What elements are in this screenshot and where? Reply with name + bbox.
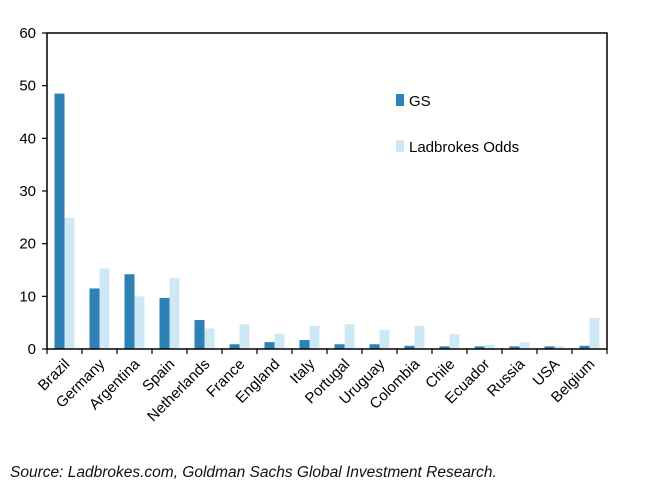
bars xyxy=(54,93,600,349)
bar-gs-chile xyxy=(439,346,450,349)
bar-ladbrokes-argentina xyxy=(134,296,145,349)
y-tick-label: 10 xyxy=(19,288,36,305)
bar-ladbrokes-chile xyxy=(449,334,460,349)
x-tick-label: Russia xyxy=(484,355,529,400)
bar-ladbrokes-ecuador xyxy=(484,344,495,349)
bar-ladbrokes-uruguay xyxy=(379,330,390,349)
y-tick-label: 20 xyxy=(19,236,36,253)
bar-gs-italy xyxy=(299,340,310,349)
bar-ladbrokes-italy xyxy=(309,325,320,349)
y-tick-label: 0 xyxy=(28,341,36,358)
y-axis-tick-labels: 0 10 20 30 40 50 60 xyxy=(19,25,36,358)
bar-ladbrokes-netherlands xyxy=(204,328,215,349)
bar-gs-france xyxy=(229,344,240,349)
legend-swatch-gs xyxy=(396,94,404,106)
y-tick-label: 30 xyxy=(19,183,36,200)
bar-ladbrokes-usa xyxy=(554,346,565,349)
bar-gs-brazil xyxy=(54,93,65,349)
legend-swatch-ladbrokes xyxy=(396,140,404,152)
bar-gs-england xyxy=(264,342,275,349)
bar-gs-spain xyxy=(159,297,170,349)
bar-chart: 0 10 20 30 40 50 60 BrazilGermanyArgentinaSpai… xyxy=(19,25,608,425)
bar-ladbrokes-england xyxy=(274,333,285,349)
legend-label-gs: GS xyxy=(409,93,431,110)
bar-gs-portugal xyxy=(334,344,345,349)
bar-ladbrokes-spain xyxy=(169,277,180,349)
y-axis-ticks xyxy=(42,32,47,350)
bar-ladbrokes-portugal xyxy=(344,324,355,349)
bar-ladbrokes-germany xyxy=(99,268,110,349)
source-note: Source: Ladbrokes.com, Goldman Sachs Glo… xyxy=(10,464,497,481)
bar-gs-colombia xyxy=(404,345,415,349)
bar-gs-argentina xyxy=(124,274,135,349)
legend-label-ladbrokes: Ladbrokes Odds xyxy=(409,139,519,156)
bar-ladbrokes-russia xyxy=(519,342,530,349)
bar-gs-ecuador xyxy=(474,346,485,349)
bar-ladbrokes-france xyxy=(239,324,250,349)
bar-ladbrokes-brazil xyxy=(64,217,75,349)
bar-gs-netherlands xyxy=(194,320,205,349)
legend: GS Ladbrokes Odds xyxy=(396,93,519,156)
bar-ladbrokes-belgium xyxy=(589,317,600,349)
y-tick-label: 50 xyxy=(19,78,36,95)
bar-gs-russia xyxy=(509,346,520,349)
bar-gs-usa xyxy=(544,346,555,349)
y-tick-label: 40 xyxy=(19,130,36,147)
x-axis-tick-labels: BrazilGermanyArgentinaSpainNetherlandsFr… xyxy=(35,355,599,425)
bar-gs-uruguay xyxy=(369,344,380,349)
bar-ladbrokes-colombia xyxy=(414,325,425,349)
bar-gs-germany xyxy=(89,288,100,349)
x-axis-ticks xyxy=(46,349,608,354)
bar-gs-belgium xyxy=(579,345,590,349)
y-tick-label: 60 xyxy=(19,25,36,42)
